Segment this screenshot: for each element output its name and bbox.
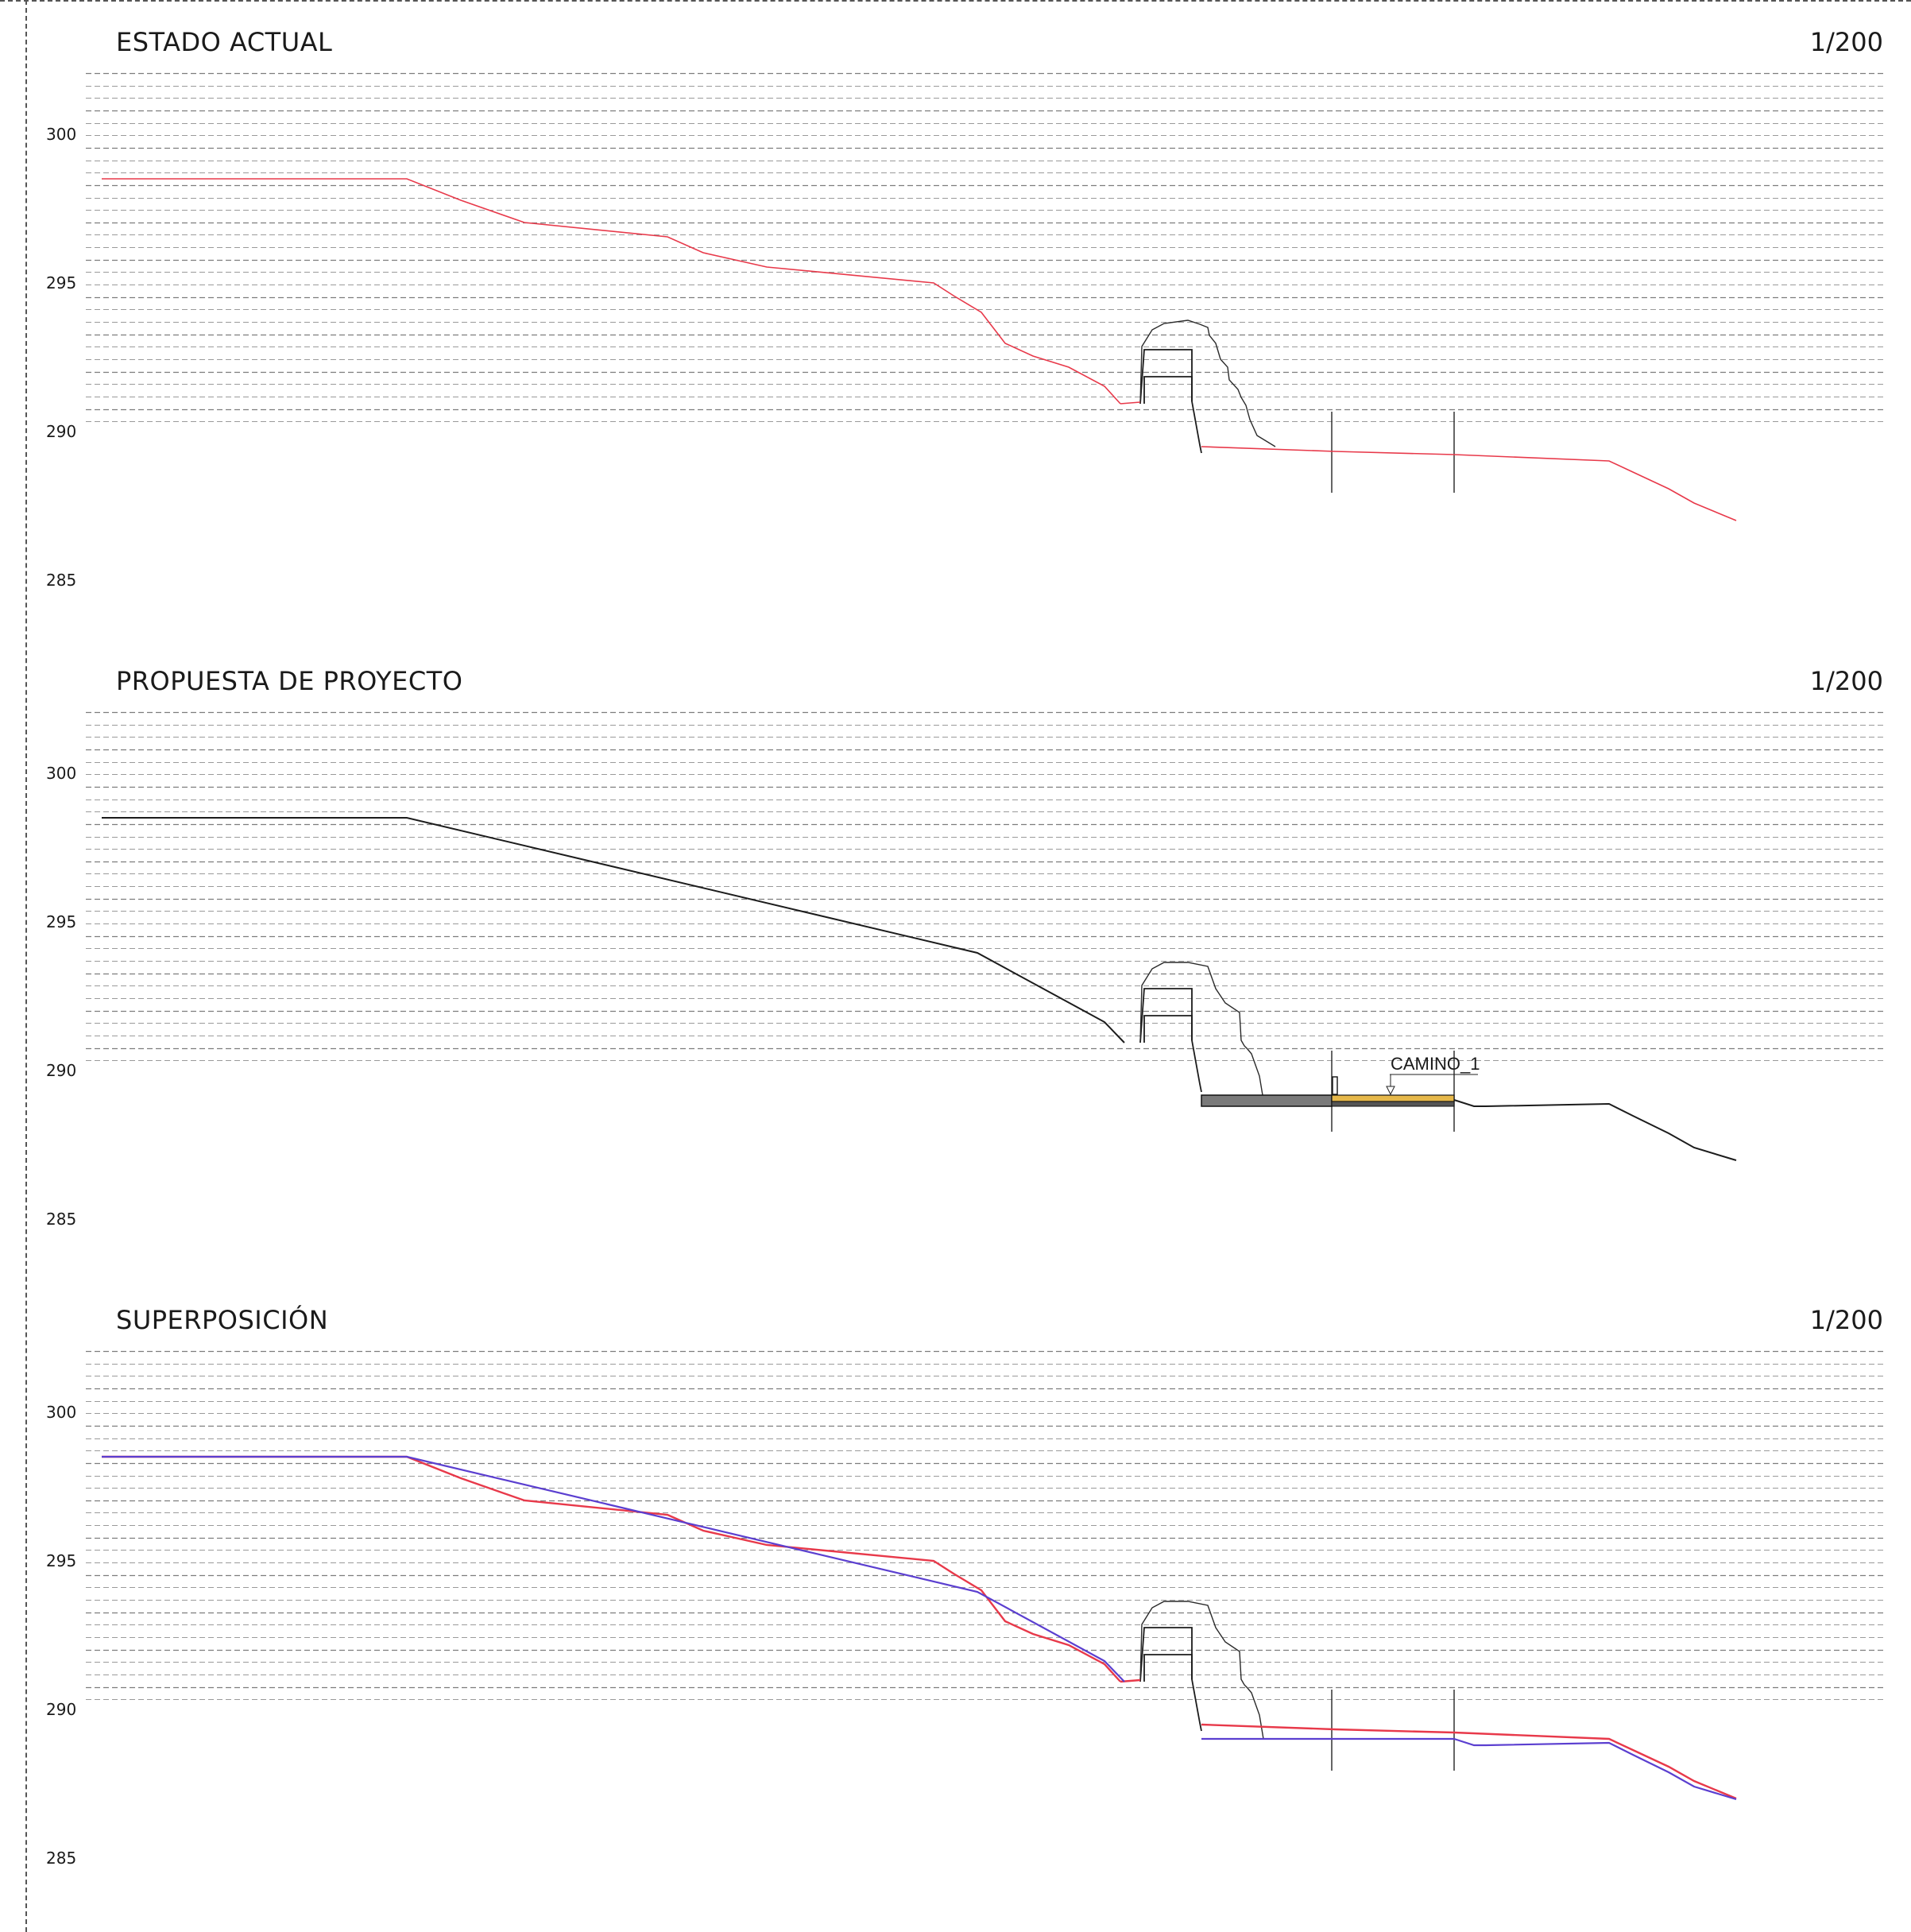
existing-terrain-line: [102, 1455, 1121, 1682]
elevation-tick-295: 295: [46, 1551, 76, 1570]
existing-terrain-line: [102, 178, 1121, 405]
panel-superposicion: SUPERPOSICIÓN 1/200 300 295 290 285: [46, 1304, 1883, 1868]
panel-title: ESTADO ACTUAL: [116, 27, 332, 57]
elevation-tick-290: 290: [46, 422, 76, 441]
curb-post: [1332, 1076, 1338, 1095]
elevation-tick-285: 285: [46, 1210, 76, 1229]
panel-scale-label: 1/200: [1810, 27, 1883, 57]
elevation-tick-295: 295: [46, 912, 76, 931]
existing-terrain-link: [1120, 401, 1141, 405]
building-lower-block: [1143, 376, 1202, 454]
sheet-border-top: [0, 0, 1911, 2]
panel-title: PROPUESTA DE PROYECTO: [116, 666, 462, 696]
elevation-tick-295: 295: [46, 273, 76, 292]
elevation-tick-300: 300: [46, 764, 76, 783]
proposed-terrain-bottom-line: [1453, 1099, 1737, 1161]
panel-scale-label: 1/200: [1810, 666, 1883, 696]
elevation-tick-300: 300: [46, 1403, 76, 1422]
road-annotation-label: CAMINO_1: [1391, 1054, 1480, 1074]
road-base-layer: [1331, 1101, 1455, 1107]
cliff-outline: [1139, 962, 1264, 1101]
elevation-tick-285: 285: [46, 571, 76, 590]
panel-estado-actual: ESTADO ACTUAL 1/200 300 295 290 285: [46, 27, 1883, 590]
sheet-border-left: [25, 0, 27, 1932]
building-lower-block: [1143, 1015, 1202, 1093]
annotation-arrow-icon: [1386, 1086, 1395, 1096]
existing-terrain-bottom-line: [1201, 446, 1737, 521]
panel-scale-label: 1/200: [1810, 1305, 1883, 1335]
cliff-outline: [1139, 319, 1276, 447]
existing-terrain-bottom-line: [1201, 1723, 1737, 1800]
panel-propuesta: PROPUESTA DE PROYECTO 1/200 300 295 290 285 CA…: [46, 666, 1883, 1229]
proposed-terrain-line: [102, 817, 1125, 1043]
elevation-tick-300: 300: [46, 125, 76, 144]
road-surface-layer: [1331, 1094, 1455, 1102]
building-lower-block: [1143, 1654, 1202, 1732]
proposed-terrain-line: [102, 1455, 1125, 1682]
cliff-outline: [1139, 1601, 1264, 1740]
slab-layer: [1201, 1094, 1333, 1107]
proposed-terrain-bottom-line: [1453, 1737, 1737, 1801]
elevation-tick-285: 285: [46, 1849, 76, 1868]
elevation-tick-290: 290: [46, 1700, 76, 1719]
elevation-tick-290: 290: [46, 1061, 76, 1080]
panel-title: SUPERPOSICIÓN: [116, 1304, 328, 1335]
